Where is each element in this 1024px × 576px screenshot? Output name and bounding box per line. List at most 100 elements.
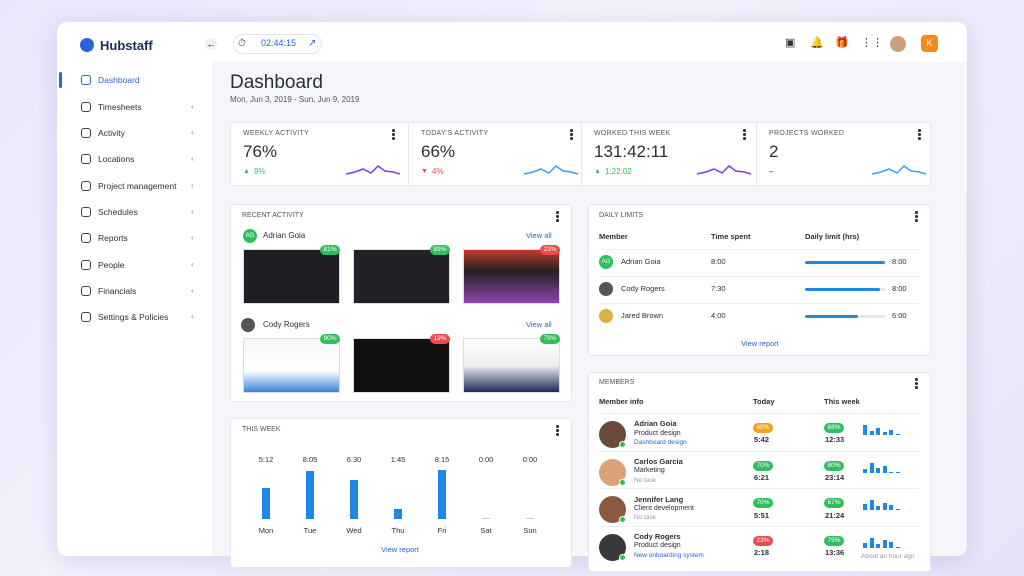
- time-value: 12:33: [825, 435, 845, 445]
- stats-card: [230, 122, 931, 186]
- toolbar-icon[interactable]: 🔔: [810, 37, 824, 50]
- mini-bar: [889, 505, 893, 511]
- stat-label: PROJECTS WORKED: [769, 129, 845, 137]
- toolbar-icon[interactable]: ⋮⋮: [861, 37, 883, 50]
- more-icon[interactable]: [392, 129, 395, 132]
- more-icon[interactable]: [915, 219, 918, 222]
- bar: [526, 518, 534, 519]
- nav-item[interactable]: Schedules: [98, 206, 138, 217]
- mini-bar: [882, 465, 887, 473]
- nav-item[interactable]: Activity: [98, 127, 125, 138]
- more-icon[interactable]: [918, 129, 921, 132]
- view-report-link[interactable]: View report: [741, 339, 779, 348]
- nav-icon: [81, 102, 91, 112]
- row-divider: [599, 450, 919, 452]
- bar: [438, 469, 446, 519]
- more-icon[interactable]: [743, 129, 746, 132]
- member-role: Marketing: [634, 467, 665, 475]
- more-icon[interactable]: [915, 215, 918, 218]
- more-icon[interactable]: [570, 137, 573, 140]
- screenshot[interactable]: [353, 249, 450, 304]
- activity-badge: 75%: [824, 535, 844, 546]
- more-icon[interactable]: [392, 133, 395, 136]
- more-icon[interactable]: [915, 386, 918, 389]
- timer-pill[interactable]: [233, 34, 322, 54]
- time-value: 13:36: [825, 548, 845, 558]
- bar: [350, 480, 358, 519]
- activity-badge: 23%: [753, 535, 773, 546]
- nav-item[interactable]: Locations: [98, 153, 135, 164]
- chevron: ‹: [191, 233, 194, 243]
- more-icon[interactable]: [915, 382, 918, 385]
- mini-bar: [889, 471, 893, 473]
- nav-icon: [81, 154, 91, 164]
- nav-item[interactable]: Project management: [98, 180, 177, 191]
- view-all-link[interactable]: View all: [526, 231, 552, 241]
- trend-arrow: ▼: [421, 167, 428, 175]
- mini-bar: [863, 425, 867, 435]
- nav-item[interactable]: Financials: [98, 285, 137, 296]
- nav-item[interactable]: Dashboard: [98, 74, 140, 85]
- sparkline: [523, 160, 579, 178]
- more-icon[interactable]: [392, 137, 395, 140]
- more-icon[interactable]: [556, 429, 559, 432]
- more-icon[interactable]: [570, 129, 573, 132]
- more-icon[interactable]: [918, 137, 921, 140]
- more-icon[interactable]: [556, 219, 559, 222]
- nav-item[interactable]: Settings & Policies: [98, 311, 169, 322]
- bar-time: 6:30: [346, 455, 362, 464]
- view-all-link[interactable]: View all: [526, 320, 552, 330]
- day-label: Mon: [258, 526, 274, 535]
- day-label: Sat: [480, 526, 492, 535]
- mini-bar: [895, 509, 900, 511]
- mini-bar: [863, 468, 867, 473]
- nav-item[interactable]: Timesheets: [98, 101, 142, 112]
- user-initial[interactable]: K: [921, 35, 938, 52]
- trend-arrow: ▲: [243, 167, 250, 175]
- avatar: [599, 282, 613, 296]
- more-icon[interactable]: [556, 215, 559, 218]
- nav-item[interactable]: People: [98, 259, 125, 270]
- bar-time: 5:12: [258, 455, 274, 464]
- nav-icon: [81, 207, 91, 217]
- mini-bar: [863, 504, 867, 511]
- this-week-card: [230, 418, 572, 568]
- user-avatar[interactable]: [890, 36, 906, 52]
- more-icon[interactable]: [915, 211, 918, 214]
- time-value: 23:14: [825, 472, 845, 482]
- day-label: Fri: [437, 526, 447, 535]
- more-icon[interactable]: [556, 425, 559, 428]
- screenshot[interactable]: [243, 338, 340, 393]
- screenshot[interactable]: [463, 249, 560, 304]
- column-header: This week: [824, 397, 860, 407]
- more-icon[interactable]: [918, 133, 921, 136]
- screenshot[interactable]: [463, 338, 560, 393]
- more-icon[interactable]: [556, 211, 559, 214]
- avatar: [599, 309, 613, 323]
- more-icon[interactable]: [570, 133, 573, 136]
- day-label: Wed: [346, 526, 362, 535]
- view-report-link[interactable]: View report: [381, 545, 419, 554]
- mini-bar: [869, 537, 874, 548]
- back-button[interactable]: ←: [205, 38, 217, 50]
- mini-bar: [876, 428, 880, 435]
- activity-badge: 81%: [320, 245, 340, 255]
- bar: [482, 518, 490, 519]
- last-seen: About an hour ago: [861, 552, 915, 560]
- member-name: Cody Rogers: [621, 284, 665, 294]
- nav-item[interactable]: Reports: [98, 232, 128, 243]
- bar: [262, 487, 270, 519]
- toolbar-icon[interactable]: ▣: [785, 37, 796, 50]
- stat-change: 9%: [254, 167, 266, 177]
- screenshot[interactable]: [353, 338, 450, 393]
- toolbar-icon[interactable]: 🎁: [835, 37, 849, 50]
- screenshot[interactable]: [243, 249, 340, 304]
- more-icon[interactable]: [743, 137, 746, 140]
- row-divider: [599, 525, 919, 527]
- more-icon[interactable]: [915, 378, 918, 381]
- more-icon[interactable]: [743, 133, 746, 136]
- row-divider: [599, 249, 919, 250]
- divider: [408, 123, 409, 185]
- chevron: ‹: [191, 154, 194, 164]
- more-icon[interactable]: [556, 433, 559, 436]
